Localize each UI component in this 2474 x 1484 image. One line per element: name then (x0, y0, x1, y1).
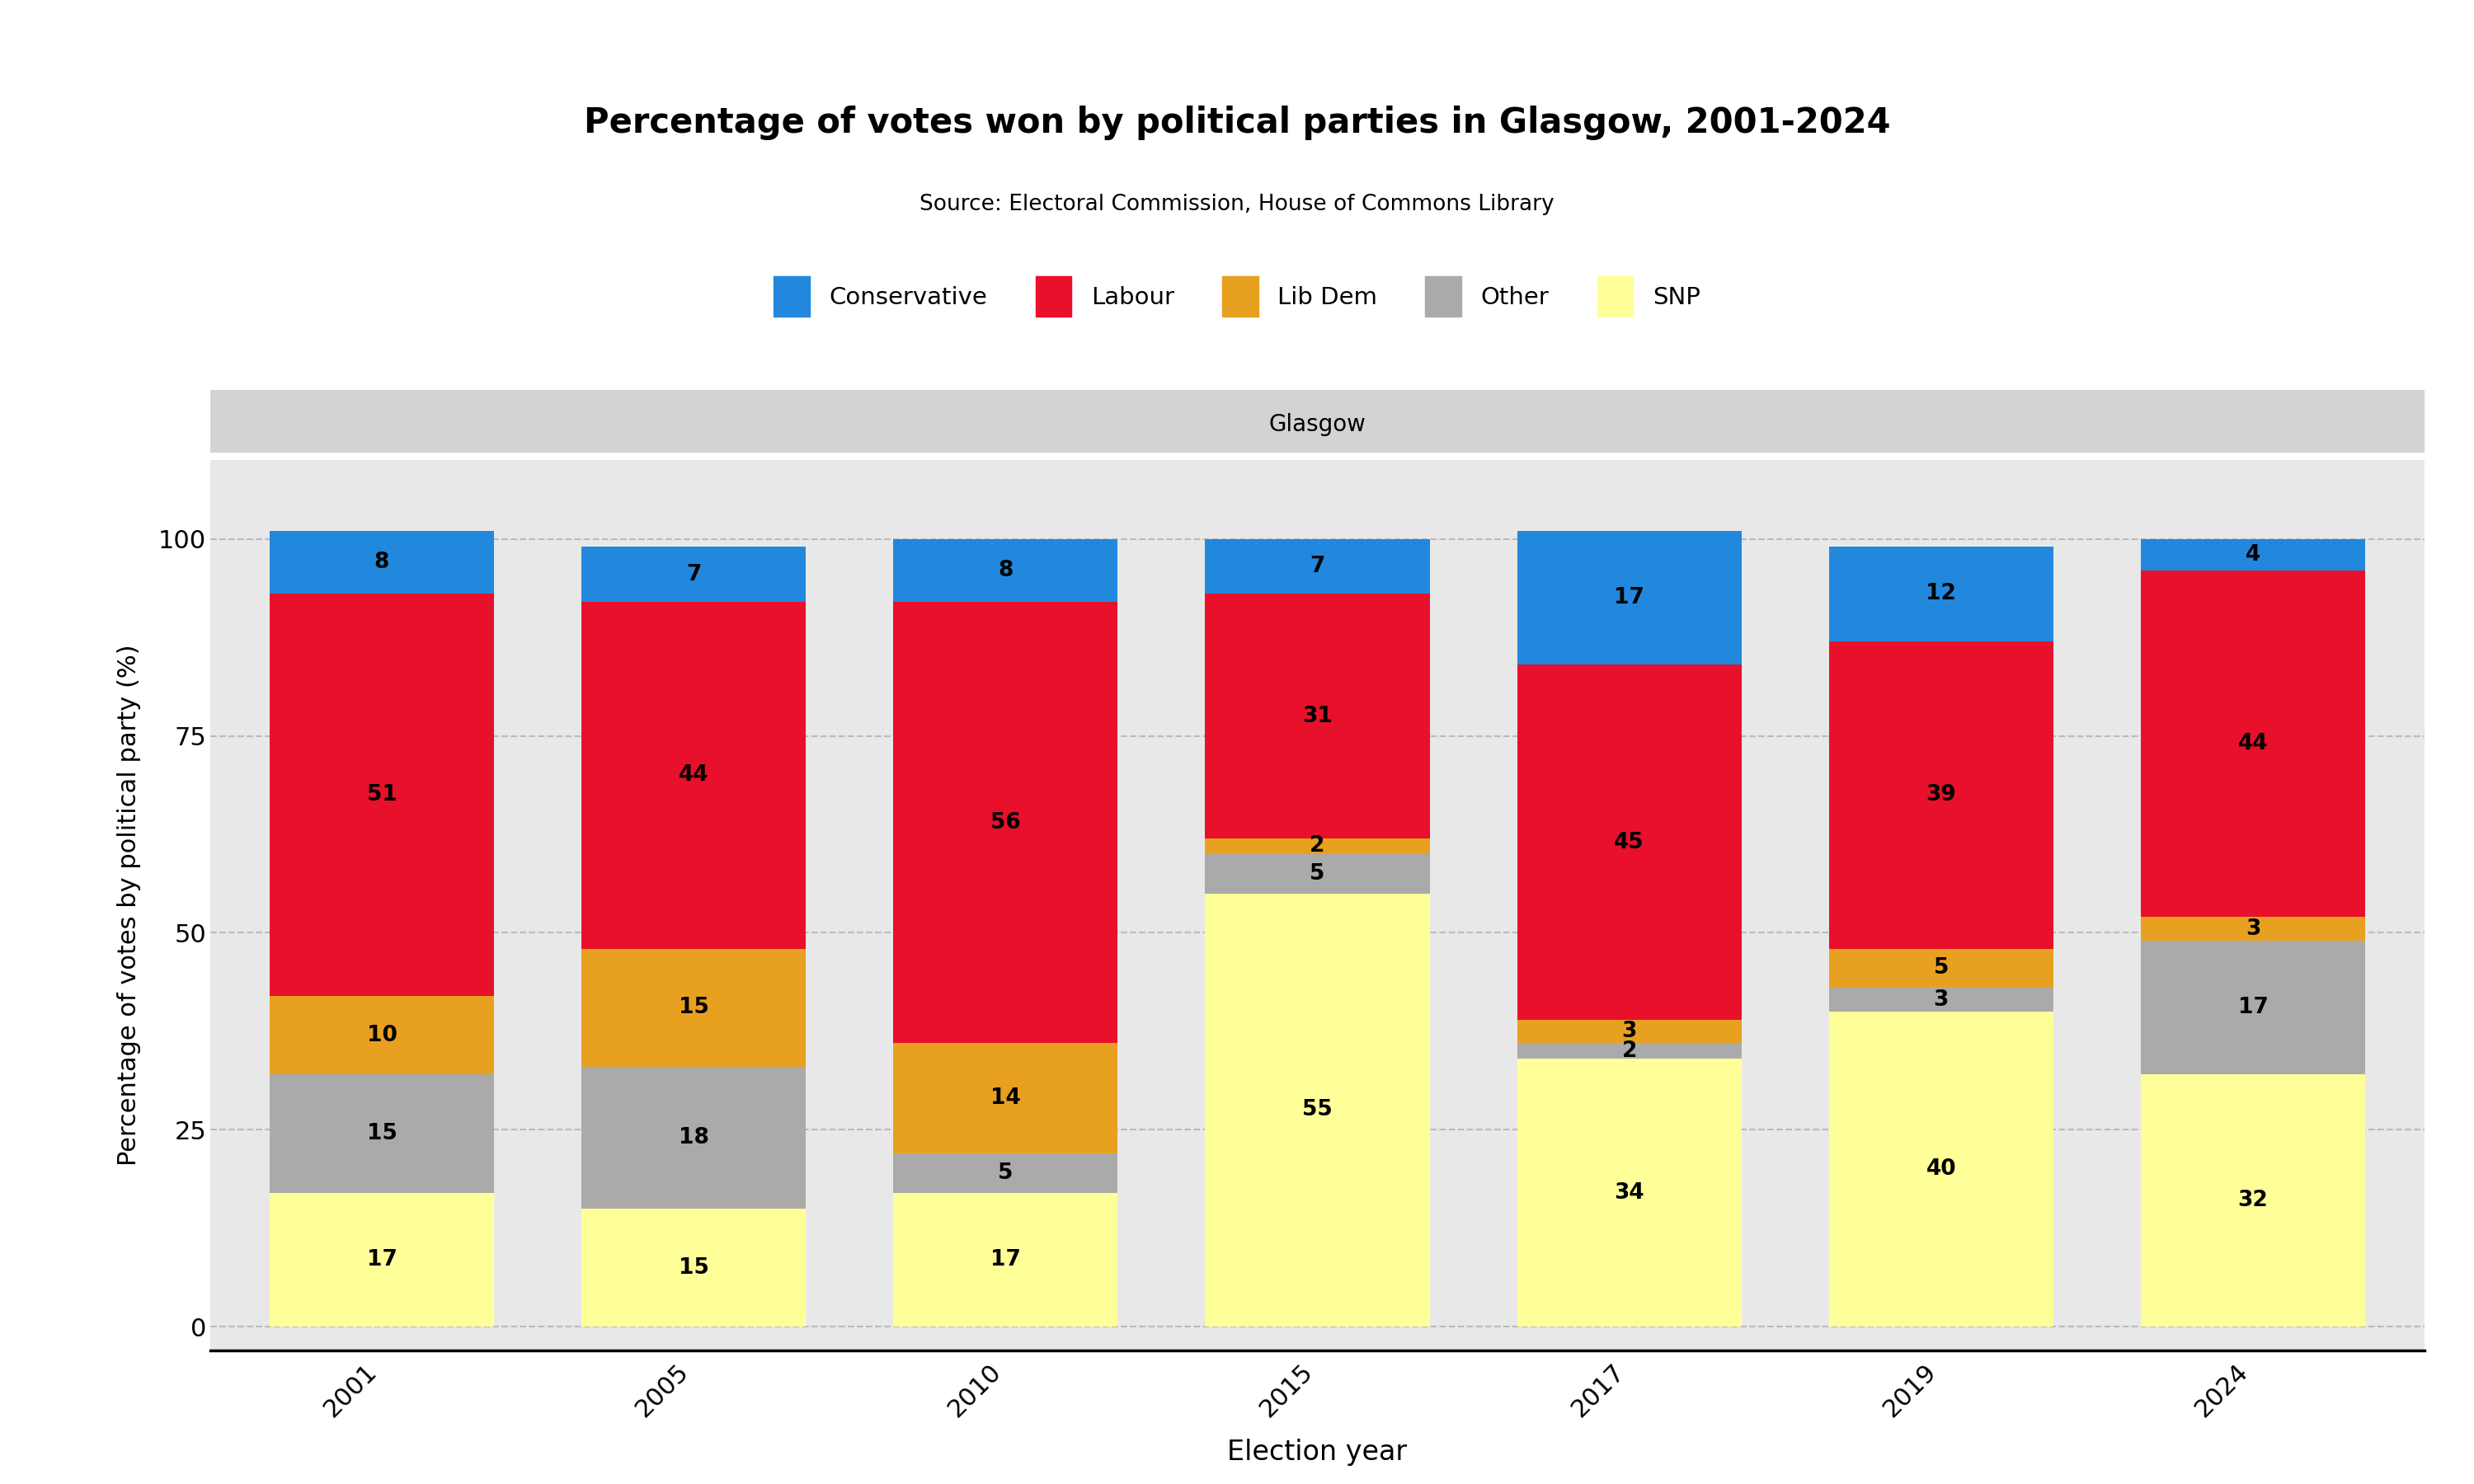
Y-axis label: Percentage of votes by political party (%): Percentage of votes by political party (… (116, 644, 141, 1166)
Text: 5: 5 (997, 1162, 1014, 1184)
Text: 34: 34 (1613, 1183, 1645, 1204)
Text: 39: 39 (1925, 784, 1957, 806)
Text: 44: 44 (2239, 733, 2269, 754)
Bar (2140, 941, 2365, 1074)
Text: 7: 7 (1309, 555, 1326, 577)
X-axis label: Election year: Election year (1227, 1439, 1408, 1466)
Bar (2140, 917, 2365, 941)
Bar (1517, 665, 1742, 1020)
Bar (2140, 539, 2365, 570)
Text: 15: 15 (678, 1257, 710, 1278)
Text: 51: 51 (366, 784, 396, 806)
Text: 3: 3 (1935, 988, 1950, 1011)
Bar (1828, 546, 2053, 641)
Bar (2140, 1074, 2365, 1327)
Bar (1205, 893, 1430, 1327)
Text: 17: 17 (1613, 588, 1645, 608)
Text: 31: 31 (1301, 705, 1333, 727)
Bar (270, 1074, 495, 1193)
Text: 7: 7 (685, 564, 700, 585)
Bar (581, 546, 807, 603)
Bar (2140, 570, 2365, 917)
Bar (581, 948, 807, 1067)
Bar (1828, 988, 2053, 1012)
Text: 56: 56 (990, 812, 1022, 833)
Text: 2: 2 (1620, 1040, 1638, 1061)
Text: 17: 17 (2239, 997, 2269, 1018)
Text: 8: 8 (374, 552, 388, 573)
Bar (1517, 531, 1742, 665)
Bar (270, 996, 495, 1074)
Bar (270, 531, 495, 594)
Bar (893, 539, 1118, 603)
Text: 12: 12 (1925, 583, 1957, 604)
Bar (1517, 1060, 1742, 1327)
Bar (893, 1193, 1118, 1327)
Bar (893, 1153, 1118, 1193)
Bar (1205, 594, 1430, 838)
Text: 15: 15 (366, 1123, 396, 1144)
Text: 55: 55 (1301, 1100, 1333, 1120)
Text: 5: 5 (1309, 864, 1326, 884)
Text: Percentage of votes won by political parties in Glasgow, 2001-2024: Percentage of votes won by political par… (584, 105, 1890, 141)
Text: 18: 18 (678, 1126, 710, 1149)
Text: 15: 15 (678, 997, 710, 1018)
Text: 8: 8 (997, 559, 1014, 582)
Bar (581, 1208, 807, 1327)
Legend: Conservative, Labour, Lib Dem, Other, SNP: Conservative, Labour, Lib Dem, Other, SN… (774, 276, 1700, 316)
Bar (581, 603, 807, 948)
Bar (1205, 838, 1430, 853)
Text: 17: 17 (366, 1250, 396, 1270)
Bar (1517, 1020, 1742, 1043)
Text: 44: 44 (678, 764, 708, 787)
Bar (1205, 539, 1430, 594)
Bar (1205, 853, 1430, 893)
Bar (893, 603, 1118, 1043)
Text: 4: 4 (2246, 543, 2261, 565)
Text: 2: 2 (1309, 835, 1326, 856)
Text: 3: 3 (1620, 1021, 1638, 1042)
Text: 40: 40 (1927, 1159, 1957, 1180)
Bar (1828, 641, 2053, 948)
Text: 14: 14 (990, 1088, 1022, 1109)
Text: 32: 32 (2239, 1190, 2269, 1211)
Bar (1828, 948, 2053, 988)
Bar (581, 1067, 807, 1208)
Bar (1517, 1043, 1742, 1060)
Bar (893, 1043, 1118, 1153)
Text: 10: 10 (366, 1024, 396, 1046)
Text: 5: 5 (1935, 957, 1950, 979)
Text: Glasgow: Glasgow (1269, 413, 1366, 436)
Text: 17: 17 (990, 1250, 1022, 1270)
Text: 45: 45 (1613, 831, 1645, 853)
Text: Source: Electoral Commission, House of Commons Library: Source: Electoral Commission, House of C… (920, 194, 1554, 215)
Bar (270, 594, 495, 996)
Bar (1828, 1012, 2053, 1327)
Bar (270, 1193, 495, 1327)
Text: 3: 3 (2246, 919, 2261, 939)
